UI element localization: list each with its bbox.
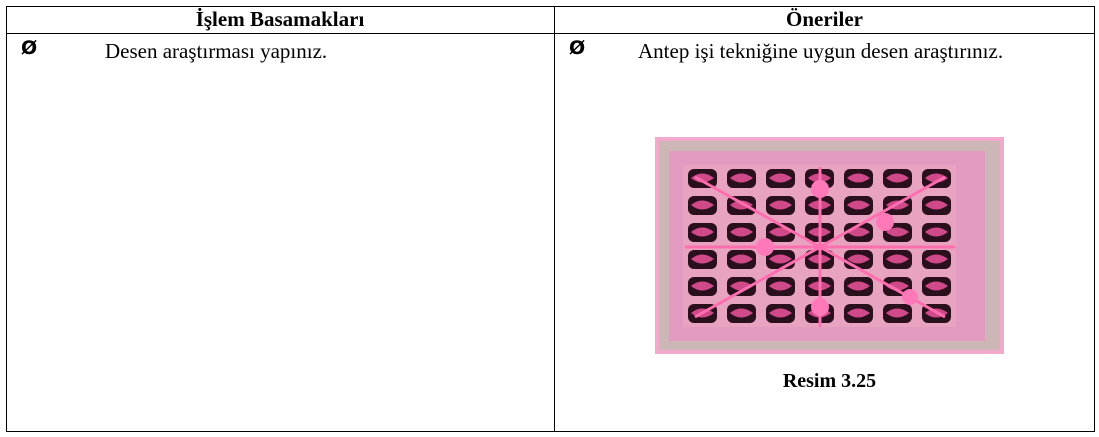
row-divider bbox=[6, 33, 1094, 34]
embroidery-image bbox=[655, 137, 1004, 354]
column-divider bbox=[554, 6, 555, 431]
column-header: İşlem Basamakları bbox=[195, 7, 365, 31]
table-border bbox=[6, 6, 1095, 432]
figure-caption: Resim 3.25 bbox=[782, 370, 877, 392]
bullet: Ø bbox=[569, 37, 586, 59]
column-header: Öneriler bbox=[786, 7, 863, 31]
step-text: Desen araştırması yapınız. bbox=[105, 39, 328, 63]
bullet: Ø bbox=[21, 37, 38, 59]
suggestion-text: Antep işi tekniğine uygun desen araştırı… bbox=[638, 39, 1004, 63]
